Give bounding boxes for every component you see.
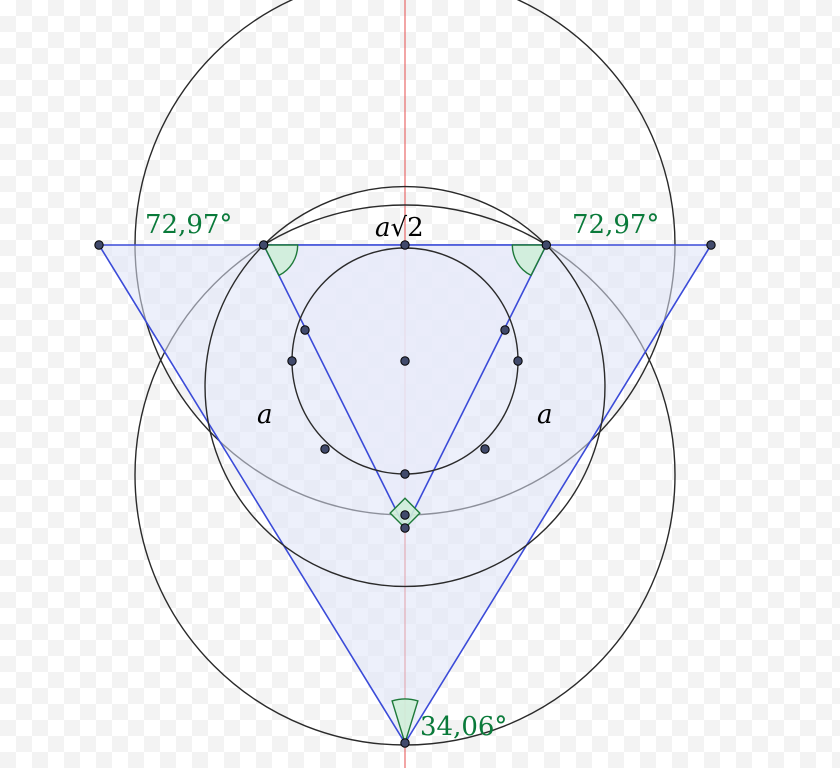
- side-label-top-a: a: [375, 213, 391, 243]
- side-label-left: a: [257, 400, 273, 430]
- point-7: [401, 524, 409, 532]
- point-4: [260, 241, 268, 249]
- point-5: [542, 241, 550, 249]
- side-label-top: a√2: [375, 213, 424, 243]
- point-11: [401, 357, 409, 365]
- point-10: [514, 357, 522, 365]
- angle-label-bottom: 34,06°: [420, 712, 507, 742]
- point-2: [95, 241, 103, 249]
- point-14: [321, 445, 329, 453]
- side-label-right: a: [537, 400, 553, 430]
- point-8: [401, 739, 409, 747]
- point-3: [707, 241, 715, 249]
- point-15: [481, 445, 489, 453]
- diagram-svg: [0, 0, 840, 768]
- angle-label-top-left: 72,97°: [145, 210, 232, 240]
- point-12: [301, 326, 309, 334]
- point-1: [401, 511, 409, 519]
- angle-label-top-right: 72,97°: [572, 210, 659, 240]
- point-9: [288, 357, 296, 365]
- point-13: [501, 326, 509, 334]
- point-16: [401, 470, 409, 478]
